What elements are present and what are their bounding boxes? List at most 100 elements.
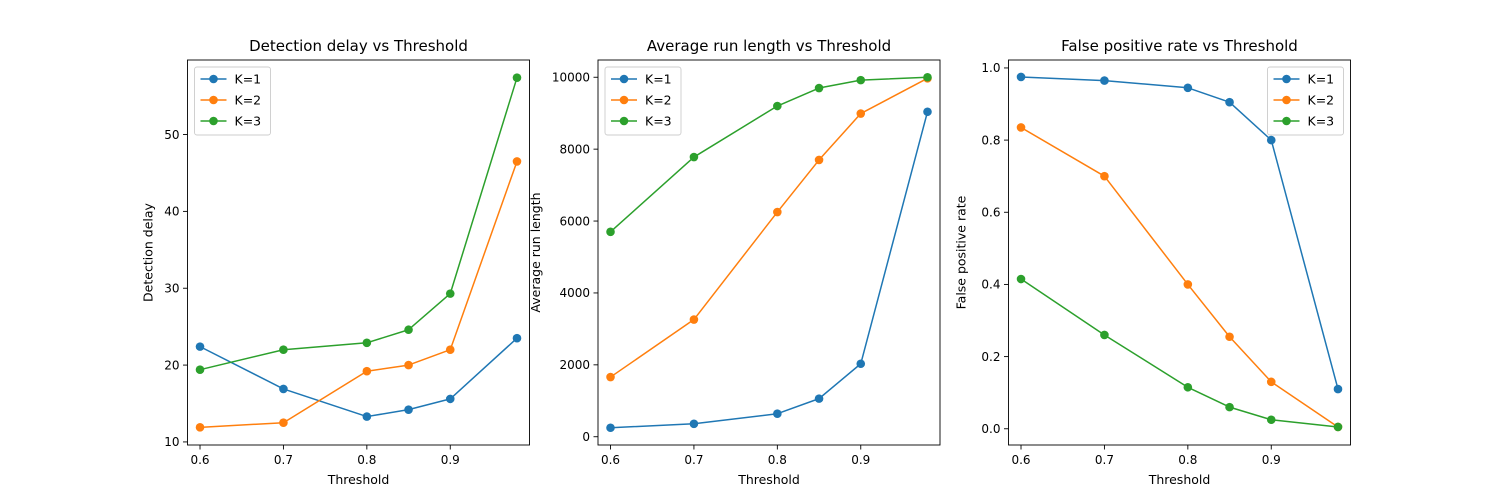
legend-entry: K=1 bbox=[235, 72, 262, 87]
y-tick-label: 10 bbox=[164, 435, 179, 449]
y-tick-label: 0.4 bbox=[981, 278, 1000, 292]
data-point bbox=[279, 384, 288, 394]
data-point bbox=[512, 157, 522, 166]
y-tick-label: 4000 bbox=[559, 286, 590, 300]
x-tick-label: 0.7 bbox=[1095, 453, 1114, 467]
plot-area-frame bbox=[1008, 59, 1351, 446]
data-point bbox=[923, 72, 932, 82]
legend-entry: K=1 bbox=[1308, 72, 1335, 87]
legend-entry: K=2 bbox=[235, 93, 262, 108]
y-tick-label: 20 bbox=[164, 358, 179, 372]
series-K=2 bbox=[195, 157, 522, 432]
y-tick-label: 2000 bbox=[559, 358, 590, 372]
series-K=1 bbox=[1016, 72, 1343, 394]
y-tick-label: 0.8 bbox=[981, 133, 1000, 147]
data-point bbox=[923, 107, 932, 117]
data-point bbox=[445, 345, 455, 355]
y-tick-label: 8000 bbox=[559, 142, 590, 156]
y-axis-label: Detection delay bbox=[140, 202, 155, 301]
y-tick-label: 0.6 bbox=[981, 206, 1000, 220]
legend-entry: K=3 bbox=[1308, 114, 1335, 129]
legend-swatch-marker bbox=[209, 116, 218, 126]
y-tick-label: 50 bbox=[164, 128, 179, 142]
y-tick-label: 1.0 bbox=[981, 61, 1000, 75]
x-axis-label: Threshold bbox=[737, 472, 800, 487]
data-point bbox=[606, 227, 615, 237]
data-point bbox=[1266, 377, 1276, 387]
data-point bbox=[1266, 415, 1276, 425]
x-tick-label: 0.8 bbox=[768, 453, 787, 467]
data-point bbox=[1266, 135, 1276, 145]
data-point bbox=[445, 394, 455, 404]
y-tick-label: 40 bbox=[164, 205, 179, 219]
legend-swatch-marker bbox=[619, 74, 629, 84]
x-tick-label: 0.8 bbox=[1178, 453, 1197, 467]
data-point bbox=[1016, 274, 1026, 284]
data-point bbox=[195, 365, 205, 374]
data-point bbox=[1183, 280, 1193, 289]
data-point bbox=[689, 152, 699, 162]
data-point bbox=[773, 207, 782, 217]
legend-swatch-marker bbox=[1282, 116, 1291, 126]
data-point bbox=[195, 423, 205, 432]
series-line bbox=[610, 111, 929, 429]
data-point bbox=[1225, 402, 1234, 412]
data-point bbox=[362, 366, 372, 376]
data-point bbox=[689, 419, 699, 429]
x-tick-label: 0.9 bbox=[1262, 453, 1281, 467]
y-tick-label: 6000 bbox=[559, 214, 590, 228]
data-point bbox=[856, 75, 866, 85]
data-point bbox=[279, 418, 288, 428]
data-point bbox=[1016, 72, 1026, 82]
chart-title: False positive rate vs Threshold bbox=[1061, 37, 1298, 55]
data-point bbox=[814, 155, 824, 165]
data-point bbox=[1333, 422, 1343, 432]
data-point bbox=[404, 325, 413, 335]
series-line bbox=[610, 76, 928, 233]
data-point bbox=[856, 109, 866, 118]
legend-swatch-marker bbox=[209, 74, 218, 84]
data-point bbox=[606, 372, 615, 382]
legend-swatch-marker bbox=[619, 95, 629, 105]
x-tick-label: 0.9 bbox=[851, 453, 870, 467]
y-axis-label: Average run length bbox=[528, 192, 543, 312]
series-line bbox=[610, 77, 928, 378]
x-tick-label: 0.8 bbox=[357, 453, 376, 467]
y-tick-label: 30 bbox=[164, 282, 179, 296]
legend-swatch-marker bbox=[619, 116, 629, 126]
subplot-2: Average run length vs Threshold 0.6 0.7 0.8… bbox=[528, 37, 941, 487]
data-point bbox=[1100, 171, 1109, 181]
data-point bbox=[856, 359, 866, 369]
data-point bbox=[362, 338, 372, 348]
data-point bbox=[814, 83, 824, 93]
subplot-1: Detection delay vs Threshold 0.6 0.7 0.8 0.9… bbox=[140, 37, 530, 487]
series-K=3 bbox=[195, 73, 522, 374]
legend-swatch-marker bbox=[209, 95, 218, 105]
data-point bbox=[362, 412, 372, 421]
series-line bbox=[1020, 126, 1339, 428]
data-point bbox=[773, 409, 782, 419]
plot-area-frame bbox=[187, 59, 530, 446]
data-point bbox=[1016, 123, 1026, 132]
legend-entry: K=3 bbox=[645, 114, 672, 129]
x-tick-label: 0.6 bbox=[1011, 453, 1030, 467]
series-line bbox=[199, 77, 518, 371]
data-point bbox=[814, 394, 824, 403]
chart-title: Average run length vs Threshold bbox=[647, 37, 891, 55]
series-K=1 bbox=[195, 333, 522, 421]
y-tick-label: 10000 bbox=[552, 71, 590, 85]
legend-entry: K=2 bbox=[645, 93, 672, 108]
legend: K=1 K=2 K=3 bbox=[604, 66, 682, 136]
data-point bbox=[195, 342, 205, 351]
series-line bbox=[1020, 278, 1339, 428]
series-K=1 bbox=[606, 107, 932, 433]
data-point bbox=[1183, 382, 1193, 392]
data-point bbox=[404, 405, 413, 414]
series-K=3 bbox=[1016, 274, 1343, 432]
data-point bbox=[606, 423, 615, 433]
x-tick-label: 0.6 bbox=[190, 453, 209, 467]
subplot-3: False positive rate vs Threshold 0.6 0.7 0.… bbox=[954, 37, 1351, 487]
x-axis-label: Threshold bbox=[1148, 472, 1211, 487]
data-point bbox=[689, 315, 699, 324]
